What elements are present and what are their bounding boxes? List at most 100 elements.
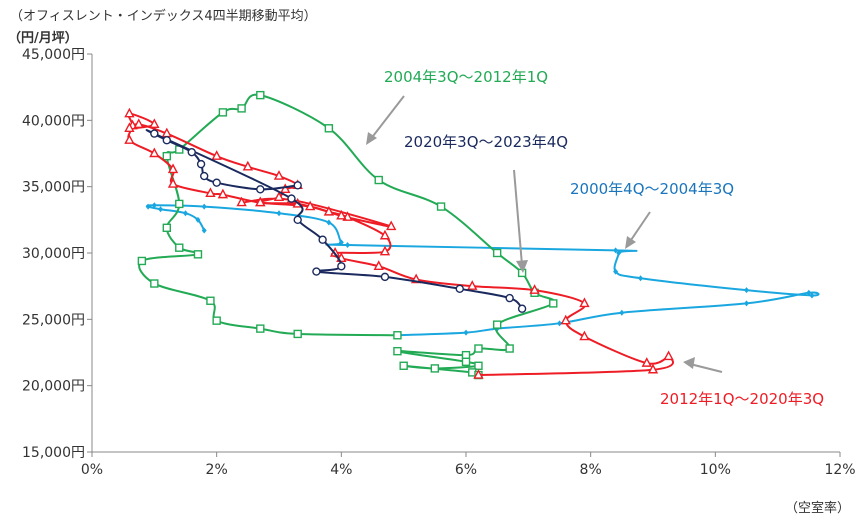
data-point — [256, 185, 265, 194]
data-point — [212, 178, 221, 187]
data-point — [293, 215, 302, 225]
y-tick-label: 25,000円 — [22, 312, 85, 328]
data-point — [467, 280, 478, 290]
data-point — [201, 203, 207, 210]
data-point — [162, 223, 172, 232]
data-point — [293, 329, 302, 339]
y-tick-label: 35,000円 — [22, 180, 85, 196]
y-tick-label: 40,000円 — [22, 113, 85, 129]
data-point — [579, 330, 590, 341]
y-ticks: 15,000円 20,000円 25,000円 30,000円 35,000円 40,00… — [22, 47, 92, 461]
data-point — [338, 239, 344, 246]
data-point — [133, 118, 144, 129]
data-point — [276, 210, 282, 217]
data-point — [293, 181, 302, 190]
arrow-blue-head — [625, 236, 636, 249]
data-point — [549, 299, 558, 308]
series-circle — [145, 129, 527, 313]
data-point — [436, 202, 446, 211]
data-point — [744, 287, 749, 294]
data-point — [560, 314, 571, 325]
x-tick-label: 2% — [206, 462, 228, 478]
data-point — [195, 216, 201, 223]
data-point — [326, 219, 332, 226]
data-point — [517, 304, 527, 313]
annotation-arrows — [366, 95, 723, 373]
y-tick-label: 30,000円 — [22, 246, 85, 262]
series-line — [145, 129, 523, 310]
data-point — [619, 309, 625, 316]
data-point — [137, 256, 147, 266]
data-point — [463, 329, 469, 336]
data-point — [287, 194, 296, 203]
data-point — [430, 364, 440, 373]
y-axis-label: （円/月坪） — [8, 30, 78, 46]
data-point — [199, 171, 209, 181]
data-point — [393, 331, 402, 340]
series-line — [146, 204, 820, 337]
data-point — [473, 369, 484, 379]
x-tick-label: 4% — [330, 462, 352, 478]
arrow-red — [689, 363, 723, 373]
data-point — [492, 248, 502, 258]
data-point — [323, 205, 335, 216]
data-point — [201, 227, 207, 234]
data-point — [336, 209, 347, 220]
data-point — [149, 118, 160, 129]
data-point — [386, 220, 397, 231]
data-point — [158, 206, 164, 213]
data-point — [273, 191, 285, 201]
data-point — [505, 344, 514, 353]
y-tick-label: 15,000円 — [22, 445, 85, 461]
data-point — [218, 108, 228, 117]
series-group — [124, 90, 820, 380]
data-point — [175, 243, 184, 252]
data-point — [455, 284, 464, 294]
data-point — [167, 163, 179, 174]
data-point — [324, 124, 334, 133]
annotation-green: 2004年3Q～2012年1Q — [384, 68, 548, 86]
data-point — [809, 292, 815, 299]
data-point — [399, 361, 408, 370]
data-point — [280, 183, 291, 194]
data-point — [379, 229, 391, 240]
data-point — [124, 134, 135, 144]
x-tick-label: 10% — [700, 462, 731, 478]
data-point — [205, 187, 216, 198]
series-square — [137, 90, 558, 380]
arrow-green — [369, 95, 405, 141]
data-point — [318, 235, 327, 244]
arrow-blue — [628, 211, 651, 244]
data-point — [124, 107, 135, 118]
x-tick-label: 0% — [81, 462, 103, 478]
data-point — [374, 175, 383, 185]
x-axis-label: （空室率） — [785, 500, 850, 516]
annotation-blue: 2000年4Q～2004年3Q — [570, 180, 734, 198]
x-tick-label: 6% — [455, 462, 477, 478]
y-tick-label: 45,000円 — [22, 47, 85, 63]
y-tick-label: 20,000円 — [22, 379, 85, 395]
data-point — [167, 178, 179, 188]
data-point — [647, 363, 659, 374]
data-point — [211, 150, 222, 160]
data-point — [162, 151, 172, 161]
data-point — [663, 350, 674, 361]
data-point — [206, 296, 215, 305]
data-point — [149, 147, 160, 158]
data-point — [255, 196, 266, 207]
data-point — [212, 316, 221, 325]
data-point — [145, 203, 151, 210]
x-tick-label: 8% — [580, 462, 602, 478]
data-point — [641, 357, 652, 367]
data-point — [196, 159, 206, 169]
data-point — [613, 247, 619, 254]
annotation-red: 2012年1Q～2020年3Q — [660, 390, 824, 408]
data-point — [151, 202, 157, 209]
data-point — [162, 136, 172, 145]
data-point — [474, 344, 483, 353]
data-point — [373, 260, 384, 270]
data-point — [337, 262, 346, 271]
data-point — [217, 188, 229, 199]
x-tick-label: 12% — [824, 462, 855, 478]
data-point — [345, 242, 351, 249]
